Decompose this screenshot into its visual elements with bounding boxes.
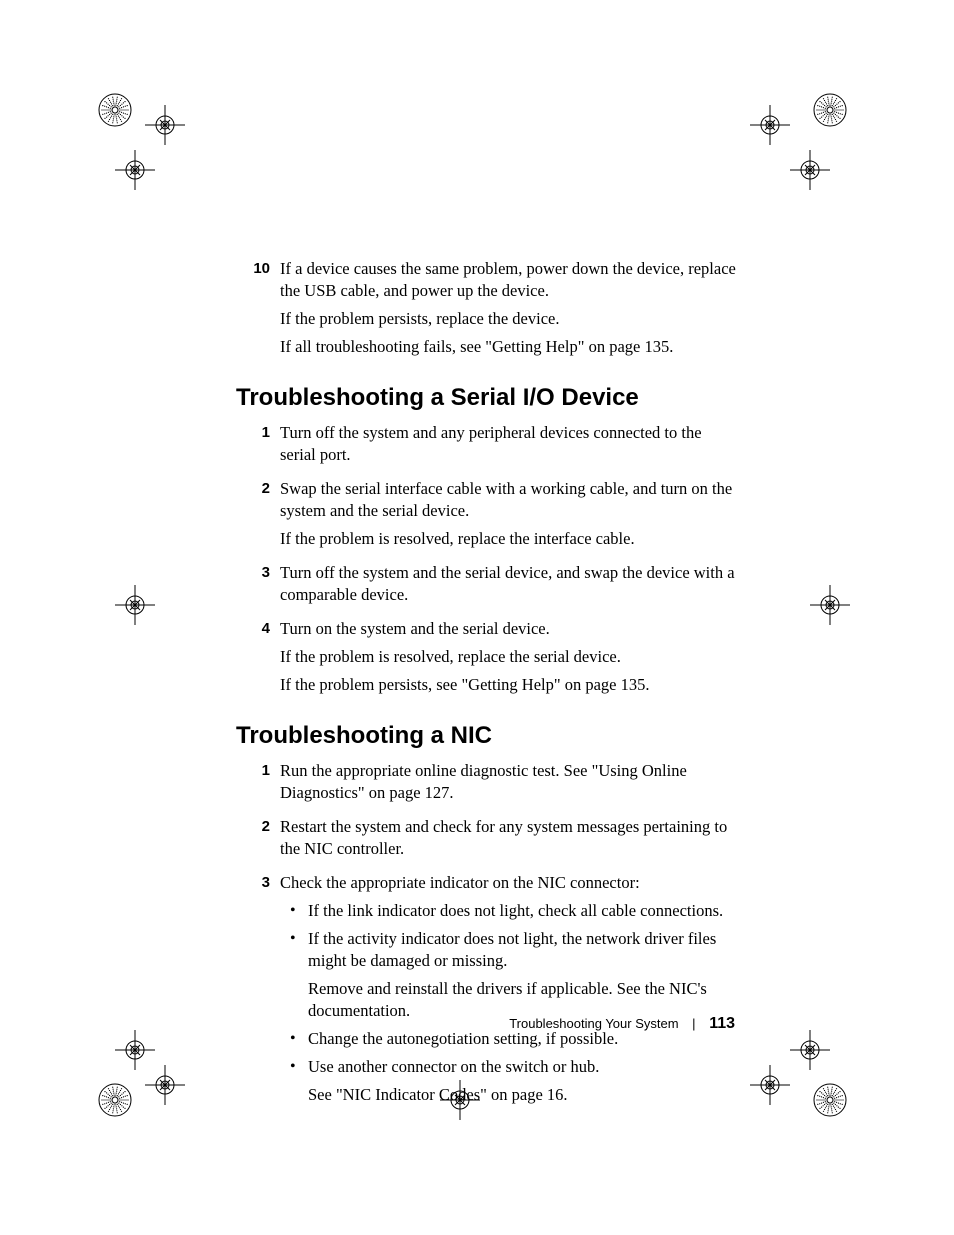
list-item: If the link indicator does not light, ch… [280,900,736,922]
registration-cross-icon [810,585,870,645]
bullet-paragraph: See "NIC Indicator Codes" on page 16. [308,1084,736,1106]
step-number: 10 [236,258,280,364]
step-number: 1 [236,760,280,810]
step-number: 4 [236,618,280,702]
step-paragraph: Run the appropriate online diagnostic te… [280,760,736,804]
registration-cross-icon [115,585,175,645]
footer-chapter-title: Troubleshooting Your System [509,1016,678,1031]
bullet-paragraph: If the activity indicator does not light… [308,928,736,972]
step-body: Run the appropriate online diagnostic te… [280,760,736,810]
step-number: 3 [236,872,280,1112]
step-body: Turn on the system and the serial device… [280,618,736,702]
step-paragraph: Turn on the system and the serial device… [280,618,736,640]
step-paragraph: Swap the serial interface cable with a w… [280,478,736,522]
section-heading-serial: Troubleshooting a Serial I/O Device [236,384,736,412]
step-10: 10 If a device causes the same problem, … [236,258,736,364]
page: 10 If a device causes the same problem, … [0,0,954,1235]
step-paragraph: Restart the system and check for any sys… [280,816,736,860]
serial-step-1: 1 Turn off the system and any peripheral… [236,422,736,472]
step-body: If a device causes the same problem, pow… [280,258,736,364]
footer-separator: | [682,1016,705,1031]
list-item: If the activity indicator does not light… [280,928,736,1022]
step-number: 2 [236,816,280,866]
nic-step-2: 2 Restart the system and check for any s… [236,816,736,866]
registration-cross-icon [790,1030,850,1090]
footer-page-number: 113 [709,1015,735,1032]
registration-dot-icon [810,90,870,150]
step-number: 3 [236,562,280,612]
step-number: 1 [236,422,280,472]
step-body: Turn off the system and the serial devic… [280,562,736,612]
step-number: 2 [236,478,280,556]
list-item: Use another connector on the switch or h… [280,1056,736,1106]
step-body: Check the appropriate indicator on the N… [280,872,736,1112]
page-footer: Troubleshooting Your System | 113 [0,1015,735,1033]
page-content: 10 If a device causes the same problem, … [236,258,736,1118]
bullet-paragraph: If the link indicator does not light, ch… [308,900,736,922]
step-body: Restart the system and check for any sys… [280,816,736,866]
bullet-paragraph: Use another connector on the switch or h… [308,1056,736,1078]
step-paragraph: If all troubleshooting fails, see "Getti… [280,336,736,358]
nic-step-3: 3 Check the appropriate indicator on the… [236,872,736,1112]
step-paragraph: Turn off the system and any peripheral d… [280,422,736,466]
step-paragraph: Check the appropriate indicator on the N… [280,872,736,894]
serial-step-2: 2 Swap the serial interface cable with a… [236,478,736,556]
registration-cross-icon [790,150,850,210]
serial-step-3: 3 Turn off the system and the serial dev… [236,562,736,612]
registration-cross-icon [115,150,175,210]
step-body: Turn off the system and any peripheral d… [280,422,736,472]
step-paragraph: If a device causes the same problem, pow… [280,258,736,302]
section-heading-nic: Troubleshooting a NIC [236,722,736,750]
nic-step-3-bullets: If the link indicator does not light, ch… [280,900,736,1106]
step-paragraph: If the problem persists, replace the dev… [280,308,736,330]
step-body: Swap the serial interface cable with a w… [280,478,736,556]
step-paragraph: If the problem is resolved, replace the … [280,528,736,550]
step-paragraph: Turn off the system and the serial devic… [280,562,736,606]
registration-cross-icon [115,1030,175,1090]
nic-step-1: 1 Run the appropriate online diagnostic … [236,760,736,810]
step-paragraph: If the problem is resolved, replace the … [280,646,736,668]
serial-step-4: 4 Turn on the system and the serial devi… [236,618,736,702]
step-paragraph: If the problem persists, see "Getting He… [280,674,736,696]
